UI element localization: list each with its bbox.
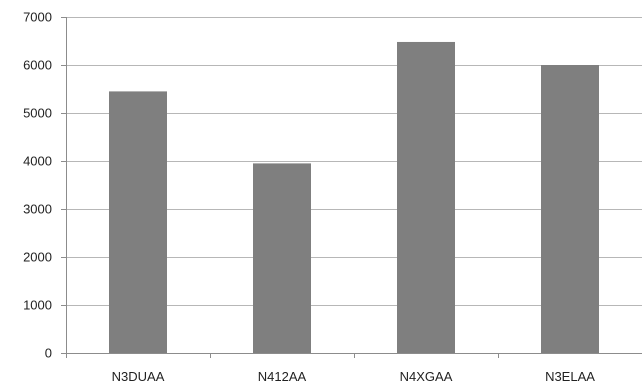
x-category-label: N3ELAA xyxy=(545,369,595,384)
x-category-label: N412AA xyxy=(258,369,307,384)
y-tick-label: 5000 xyxy=(23,106,52,121)
bar xyxy=(397,41,455,354)
y-tick-label: 2000 xyxy=(23,250,52,265)
y-tick-label: 0 xyxy=(45,346,52,361)
y-tick-label: 7000 xyxy=(23,10,52,25)
bars xyxy=(109,41,599,354)
y-tick-label: 6000 xyxy=(23,58,52,73)
axes xyxy=(61,17,642,358)
x-category-label: N4XGAA xyxy=(400,369,453,384)
y-tick-label: 1000 xyxy=(23,298,52,313)
bar xyxy=(541,65,599,353)
x-axis-category-labels: N3DUAA N412AA N4XGAA N3ELAA xyxy=(112,369,596,384)
y-axis-tick-labels: 0 1000 2000 3000 4000 5000 6000 7000 xyxy=(23,10,52,361)
bar xyxy=(253,163,311,353)
x-category-label: N3DUAA xyxy=(112,369,165,384)
y-tick-label: 3000 xyxy=(23,202,52,217)
bar xyxy=(109,91,167,354)
y-tick-label: 4000 xyxy=(23,154,52,169)
